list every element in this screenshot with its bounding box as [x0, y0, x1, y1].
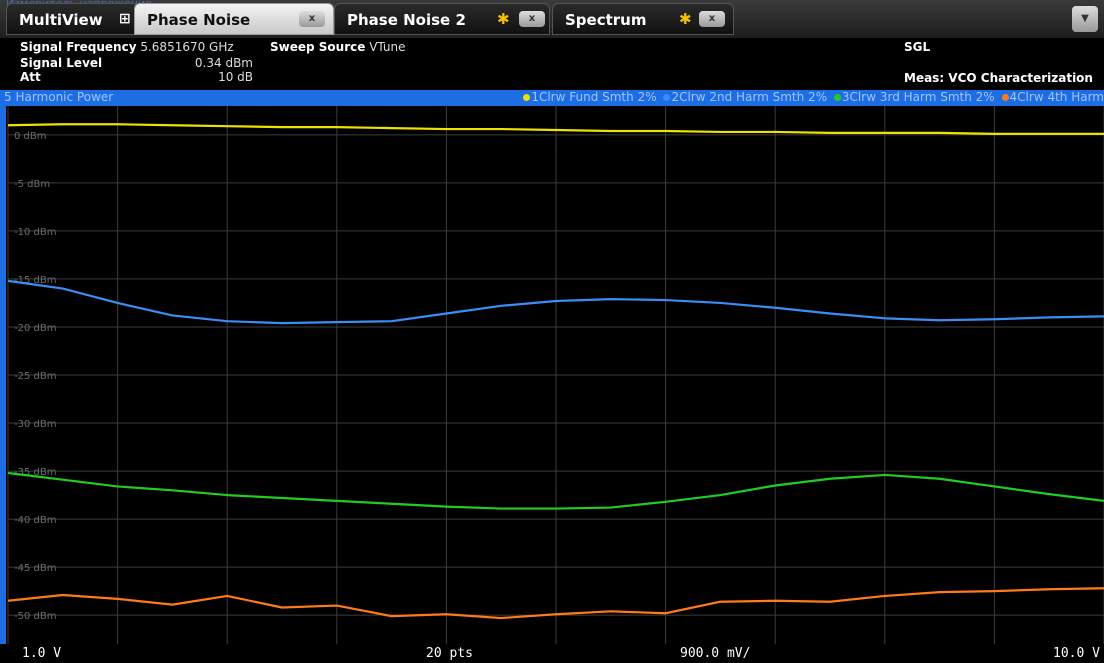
legend-entry: 4Clrw 4th Harm: [1001, 90, 1104, 104]
sweep-source-value: VTune: [369, 40, 406, 54]
tab-phase-noise-label: Phase Noise: [147, 11, 251, 29]
legend-entry: 2Clrw 2nd Harm Smth 2%: [663, 90, 827, 104]
star-icon: ✱: [679, 10, 692, 28]
x-step-label: 900.0 mV/: [680, 646, 751, 661]
chevron-down-icon[interactable]: ▼: [1072, 6, 1098, 32]
legend-label: 4Clrw 4th Harm: [1009, 90, 1104, 104]
y-tick-label: -50 dBm: [14, 611, 56, 622]
y-tick-label: -25 dBm: [14, 371, 56, 382]
trace-dot-icon: [663, 94, 671, 101]
y-tick-label: -40 dBm: [14, 515, 56, 526]
window-frame: [0, 106, 6, 663]
legend-label: 1Clrw Fund Smth 2%: [531, 90, 657, 104]
tab-phase-noise-2-label: Phase Noise 2: [347, 11, 466, 29]
points-label: 20 pts: [426, 646, 473, 661]
sweep-source-label: Sweep Source: [270, 40, 366, 54]
y-tick-label: -15 dBm: [14, 275, 56, 286]
y-tick-label: 0 dBm: [14, 131, 47, 142]
y-tick-label: -35 dBm: [14, 467, 56, 478]
measurement-type: Meas: VCO Characterization: [904, 71, 1093, 85]
tab-spectrum-label: Spectrum: [565, 11, 647, 29]
signal-frequency-label: Signal Frequency: [20, 40, 137, 54]
signal-frequency-value: 5.6851670 GHz: [140, 40, 234, 54]
legend-label: 2Clrw 2nd Harm Smth 2%: [671, 90, 828, 104]
trace-line: [7, 279, 1104, 325]
footer-scale: 1.0 V 20 pts 900.0 mV/ 10.0 V: [0, 644, 1104, 663]
tab-bar: Измеритель напряжения MultiView ⊞ Phase …: [0, 0, 1104, 38]
tab-phase-noise-2[interactable]: Phase Noise 2 ✱ x: [334, 3, 550, 35]
att-label: Att: [20, 70, 41, 84]
harmonic-power-plot[interactable]: 0 dBm -5 dBm -10 dBm -15 dBm -20 dBm -25 dBm -…: [0, 106, 1104, 644]
trace-legend: 1Clrw Fund Smth 2% 2Clrw 2nd Harm Smth 2…: [520, 90, 1104, 104]
close-icon[interactable]: x: [699, 11, 725, 27]
sweep-mode: SGL: [904, 40, 931, 54]
y-tick-label: -5 dBm: [14, 179, 50, 190]
window-title: 5 Harmonic Power: [4, 90, 114, 104]
close-icon[interactable]: x: [299, 11, 325, 27]
star-icon: ✱: [497, 10, 510, 28]
window-title-bar[interactable]: 5 Harmonic Power 1Clrw Fund Smth 2% 2Clr…: [0, 90, 1104, 106]
y-tick-label: -20 dBm: [14, 323, 56, 334]
signal-level-label: Signal Level: [20, 56, 103, 70]
close-icon[interactable]: x: [519, 11, 545, 27]
legend-label: 3Clrw 3rd Harm Smth 2%: [841, 90, 995, 104]
att-value: 10 dB: [218, 70, 253, 84]
y-tick-label: -30 dBm: [14, 419, 56, 430]
signal-level-value: 0.34 dBm: [194, 56, 253, 70]
trace-dot-icon: [833, 94, 841, 101]
measurement-info: Signal Frequency 5.6851670 GHz Signal Le…: [0, 38, 1104, 90]
y-tick-label: -10 dBm: [14, 227, 56, 238]
trace-line: [7, 471, 1104, 510]
tab-spectrum[interactable]: Spectrum ✱ x: [552, 3, 734, 35]
trace-dot-icon: [523, 94, 531, 101]
tab-phase-noise[interactable]: Phase Noise x: [134, 3, 334, 35]
trace-dot-icon: [1001, 94, 1009, 101]
x-stop-label: 10.0 V: [1053, 646, 1100, 661]
trace-line: [7, 587, 1104, 620]
grid-icon: ⊞: [119, 11, 131, 27]
legend-entry: 3Clrw 3rd Harm Smth 2%: [833, 90, 995, 104]
y-tick-label: -45 dBm: [14, 563, 56, 574]
legend-entry: 1Clrw Fund Smth 2%: [523, 90, 657, 104]
trace-line: [7, 123, 1104, 135]
tab-multiview[interactable]: MultiView ⊞: [6, 3, 138, 35]
x-start-label: 1.0 V: [22, 646, 62, 661]
tab-multiview-label: MultiView: [19, 11, 103, 29]
